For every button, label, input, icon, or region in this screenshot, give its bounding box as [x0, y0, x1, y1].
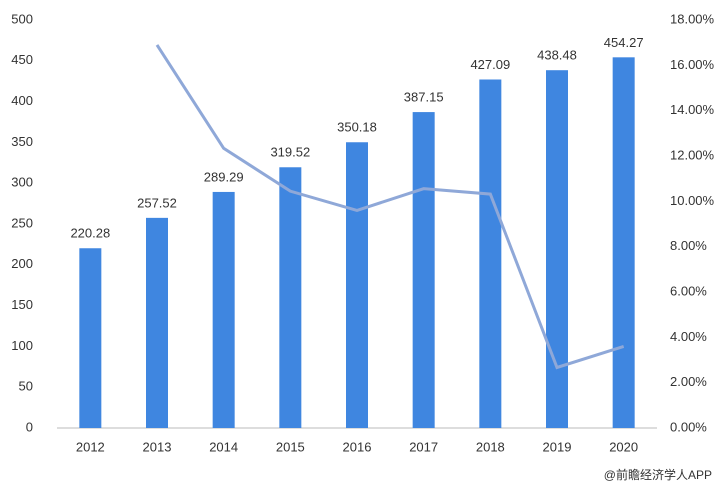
y-tick-label: 250: [11, 215, 33, 230]
value-label: 427.09: [470, 57, 510, 72]
y2-tick-label: 12.00%: [670, 147, 715, 162]
y2-tick-label: 18.00%: [670, 11, 715, 26]
y2-tick-label: 4.00%: [670, 329, 707, 344]
y-tick-label: 300: [11, 175, 33, 190]
line: [155, 44, 625, 370]
y2-tick-label: 0.00%: [670, 419, 707, 434]
value-label: 319.52: [270, 145, 310, 160]
value-label: 220.28: [70, 226, 110, 241]
y2-tick-label: 6.00%: [670, 283, 707, 298]
x-tick-label: 2019: [543, 439, 572, 454]
bar: [212, 191, 235, 428]
value-label: 438.48: [537, 48, 577, 63]
bar: [346, 142, 368, 428]
bar: [146, 217, 168, 428]
bar: [412, 112, 435, 428]
y-tick-label: 350: [11, 134, 33, 149]
y2-tick-label: 8.00%: [670, 238, 707, 253]
x-tick-label: 2020: [609, 439, 638, 454]
value-label: 454.27: [604, 35, 644, 50]
source: @前瞻经济学人APP: [604, 467, 712, 482]
x-tick-label: 2013: [143, 439, 172, 454]
y-tick-label: 50: [19, 379, 33, 394]
value-label: 289.29: [204, 169, 244, 184]
bar: [612, 57, 635, 429]
y-tick-label: 100: [11, 338, 33, 353]
x-tick-label: 2018: [476, 439, 505, 454]
bar: [479, 79, 502, 428]
x-tick-label: 2014: [209, 439, 238, 454]
x-tick-label: 2012: [76, 439, 105, 454]
bar: [546, 70, 568, 428]
x-tick-label: 2015: [276, 439, 305, 454]
y2-tick-label: 10.00%: [670, 193, 715, 208]
y2-tick-label: 2.00%: [670, 374, 707, 389]
y-tick-label: 0: [26, 419, 33, 434]
x-tick-label: 2017: [409, 439, 438, 454]
bar: [279, 167, 302, 429]
value-label: 387.15: [404, 90, 444, 105]
y-tick-label: 500: [11, 11, 33, 26]
value-label: 257.52: [137, 195, 177, 210]
y-tick-label: 450: [11, 52, 33, 67]
y-tick-label: 150: [11, 297, 33, 312]
bar: [79, 248, 102, 428]
value-label: 350.18: [337, 120, 377, 135]
x-tick-label: 2016: [343, 439, 372, 454]
y-tick-label: 200: [11, 256, 33, 271]
y2-tick-label: 14.00%: [670, 102, 715, 117]
y2-tick-label: 16.00%: [670, 57, 715, 72]
y-tick-label: 400: [11, 93, 33, 108]
